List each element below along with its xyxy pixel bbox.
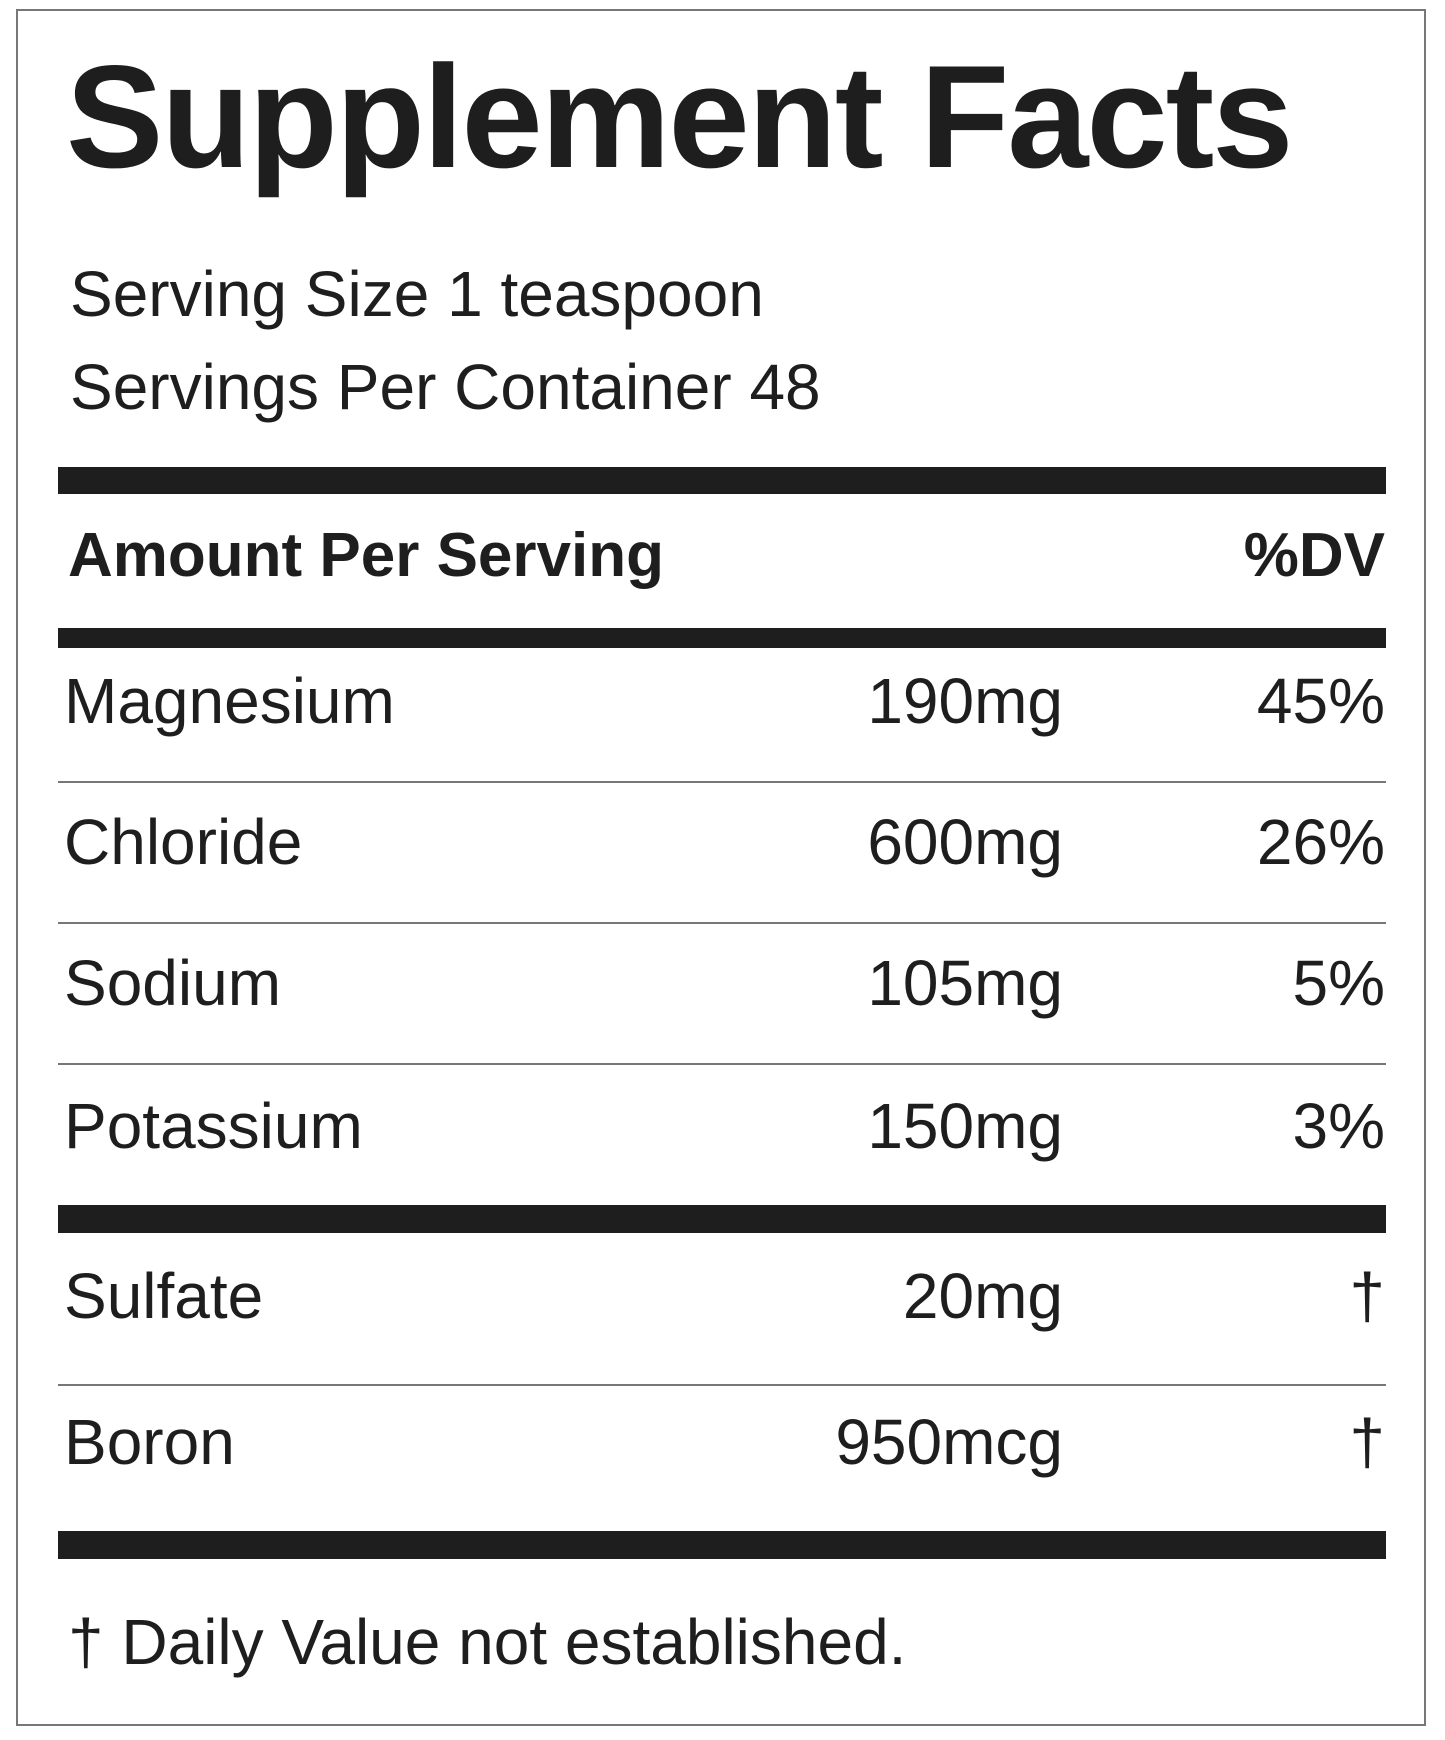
label-title: Supplement Facts (66, 35, 1293, 198)
thick-divider (58, 467, 1386, 494)
nutrient-dv: † (1349, 1406, 1385, 1478)
footnote: † Daily Value not established. (68, 1606, 907, 1678)
nutrient-name: Potassium (64, 1090, 363, 1162)
row-divider (58, 781, 1386, 783)
thick-divider (58, 1531, 1386, 1559)
nutrient-amount: 190mg (867, 665, 1063, 737)
dv-header: %DV (1243, 521, 1385, 590)
nutrient-amount: 950mcg (835, 1406, 1063, 1478)
row-divider (58, 1063, 1386, 1065)
nutrient-amount: 150mg (867, 1090, 1063, 1162)
nutrient-dv: 26% (1256, 806, 1385, 878)
nutrient-dv: 45% (1256, 665, 1385, 737)
thick-divider (58, 628, 1386, 648)
row-divider (58, 922, 1386, 924)
nutrient-dv: † (1349, 1260, 1385, 1332)
servings-per-container: Servings Per Container 48 (70, 351, 821, 423)
nutrient-amount: 105mg (867, 947, 1063, 1019)
nutrient-dv: 3% (1292, 1090, 1386, 1162)
nutrient-name: Magnesium (64, 665, 395, 737)
nutrient-amount: 20mg (902, 1260, 1063, 1332)
nutrient-dv: 5% (1292, 947, 1386, 1019)
nutrient-name: Boron (64, 1406, 235, 1478)
amount-per-serving-header: Amount Per Serving (68, 521, 664, 590)
nutrient-name: Sodium (64, 947, 281, 1019)
nutrient-name: Sulfate (64, 1260, 264, 1332)
nutrient-amount: 600mg (867, 806, 1063, 878)
thick-divider (58, 1205, 1386, 1233)
row-divider (58, 1384, 1386, 1386)
nutrient-name: Chloride (64, 806, 303, 878)
serving-size: Serving Size 1 teaspoon (70, 258, 764, 330)
supplement-facts-panel (16, 9, 1426, 1726)
